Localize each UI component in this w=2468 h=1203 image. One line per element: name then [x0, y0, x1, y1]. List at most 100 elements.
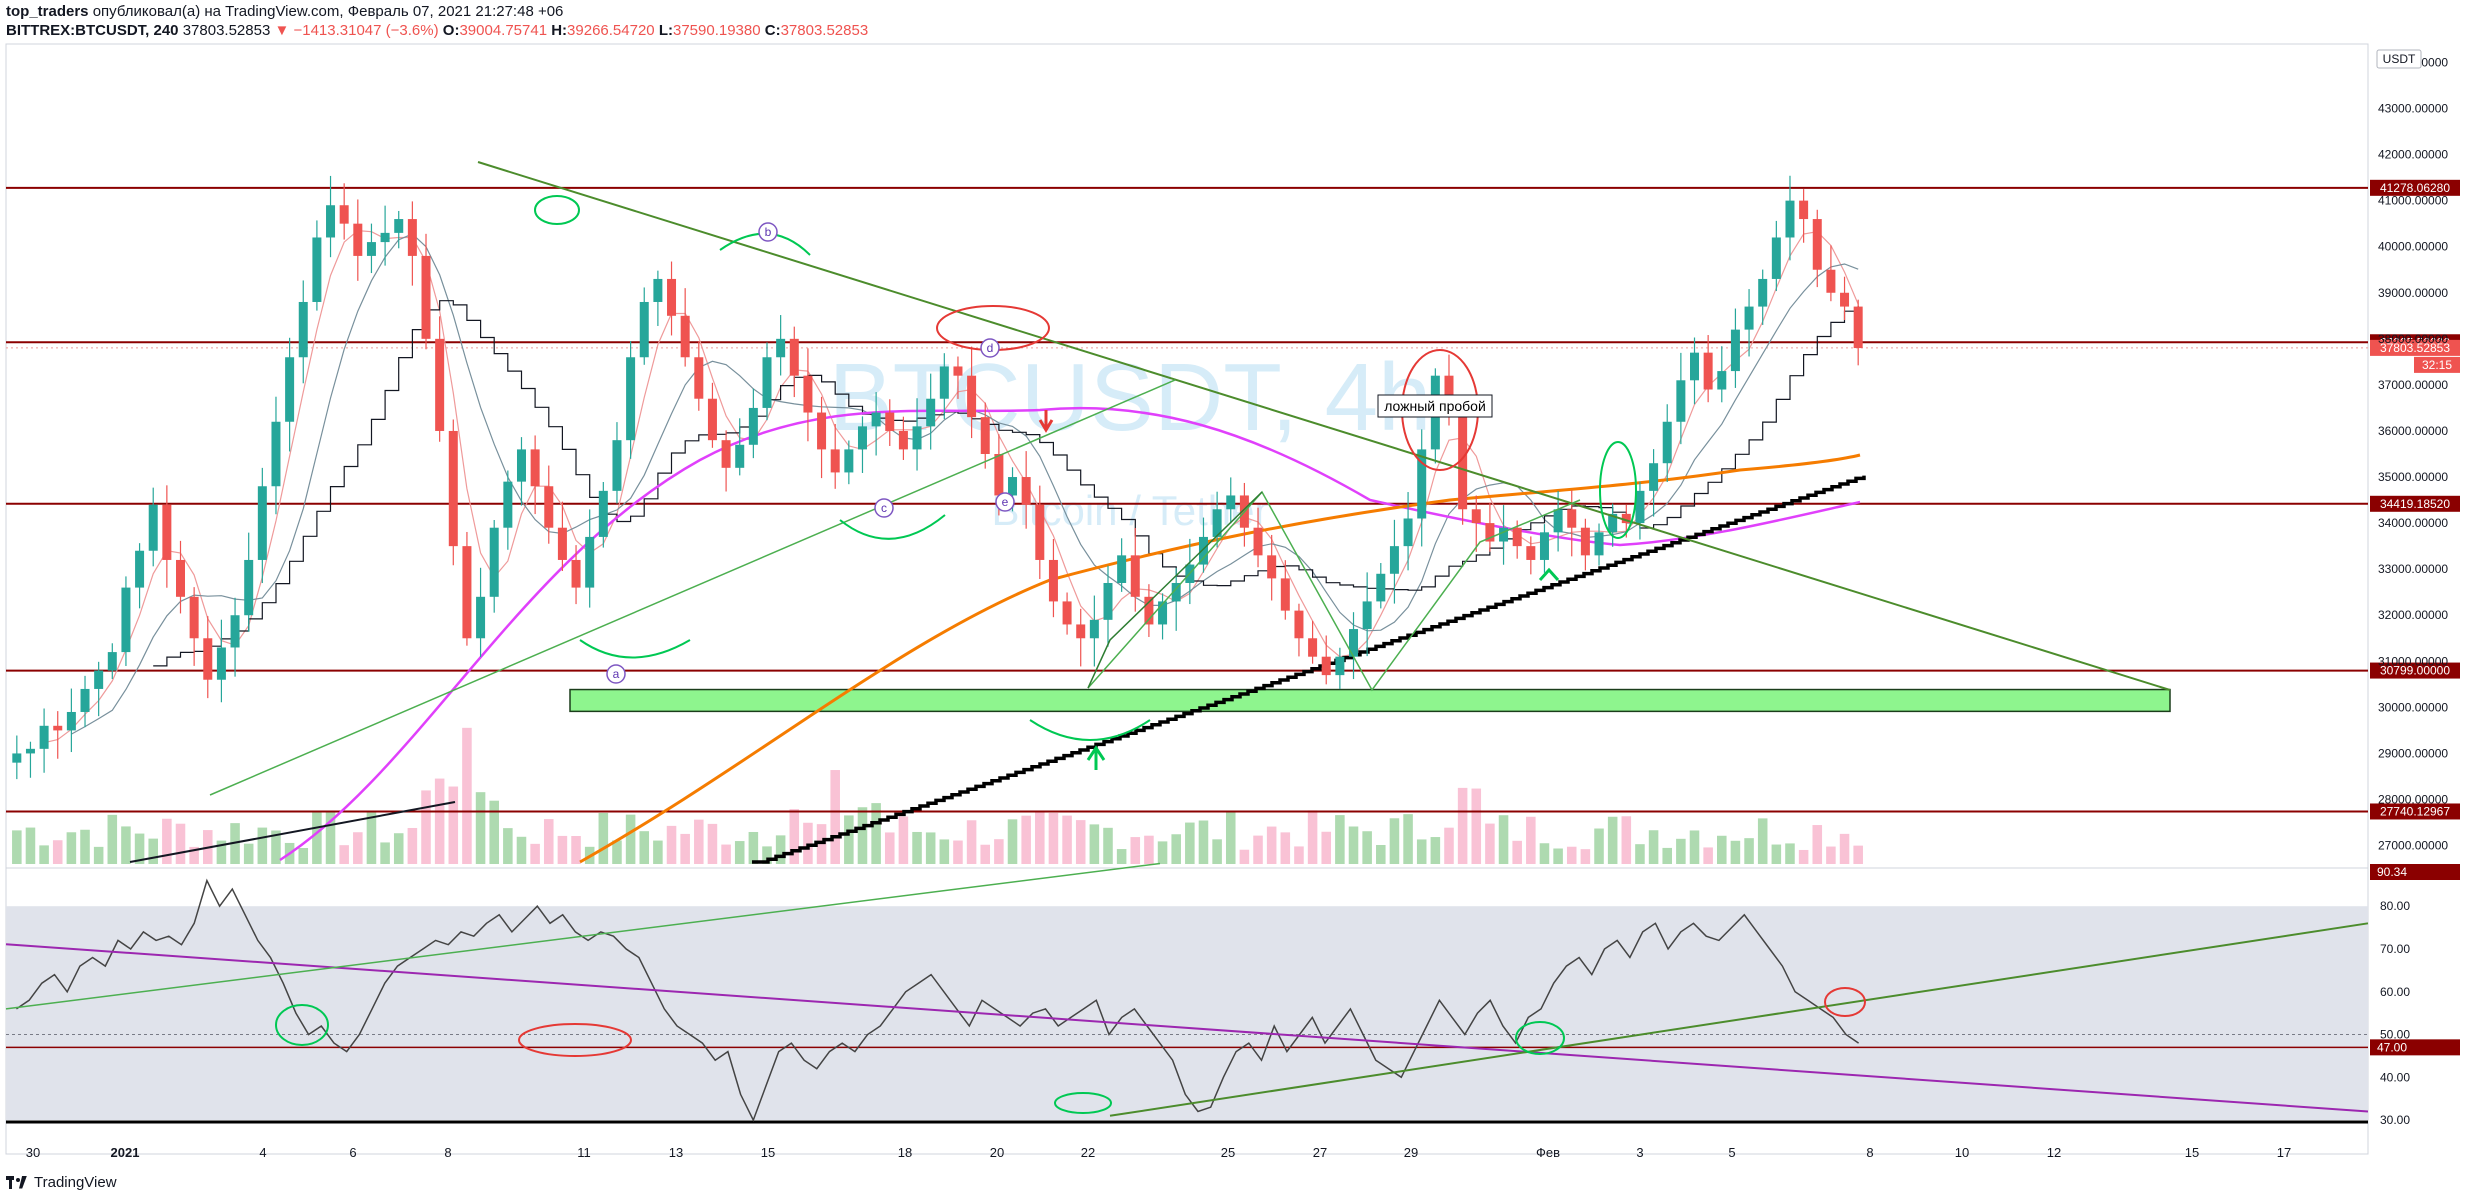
candle-body — [1553, 509, 1563, 533]
volume-bar — [271, 830, 281, 864]
price-change: ▼ −1413.31047 (−3.6%) — [274, 22, 439, 39]
candle-body — [489, 527, 499, 597]
candle-body — [1526, 546, 1536, 560]
price-chart[interactable]: BTCUSDT, 4h Bitcoin / Tether 41278.06280… — [0, 0, 2468, 1165]
candle-body — [912, 426, 922, 450]
candle-body — [285, 357, 295, 422]
candle-body — [12, 753, 22, 763]
time-tick-label: 8 — [444, 1145, 451, 1160]
rsi-band — [6, 906, 2368, 1121]
candle-body — [1226, 495, 1236, 510]
volume-bar — [1594, 828, 1604, 864]
candle-body — [162, 504, 172, 560]
volume-bar — [1526, 816, 1536, 864]
candle-body — [1812, 219, 1822, 270]
volume-bar — [162, 818, 172, 864]
time-axis: 30 2021 4 6 8 11 13 15 18 20 22 25 27 29 Фев 3 5 8 10 12 15 1… — [26, 1145, 2291, 1160]
candle-body — [271, 421, 281, 487]
volume-bar — [1294, 846, 1304, 864]
time-tick-label: 8 — [1866, 1145, 1873, 1160]
currency-badge[interactable]: USDT — [2383, 52, 2416, 66]
time-tick-label: 25 — [1221, 1145, 1235, 1160]
candle-body — [80, 688, 90, 712]
price-tick-label: 43000.00000 — [2378, 101, 2448, 115]
volume-bar — [1485, 823, 1495, 864]
black-trendline-left — [129, 801, 456, 863]
volume-bar — [1389, 818, 1400, 864]
volume-bar — [1171, 834, 1181, 864]
rsi-tick-label: 70.00 — [2380, 942, 2410, 956]
candle-body — [25, 748, 35, 754]
volume-bar — [121, 826, 131, 864]
volume-bar — [1062, 815, 1072, 864]
candle-body — [939, 366, 949, 399]
candle-body — [1212, 509, 1222, 537]
candle-body — [1730, 329, 1740, 372]
volume-bar — [830, 770, 840, 864]
publish-info: опубликовал(а) на TradingView.com, Февра… — [92, 3, 564, 20]
price-tick-label: 27000.00000 — [2378, 839, 2448, 853]
low-value: 37590.19380 — [672, 22, 761, 39]
price-tick-label: 33000.00000 — [2378, 562, 2448, 576]
volume-bar — [653, 840, 663, 864]
volume-bar — [1471, 788, 1482, 864]
volume-bar — [216, 840, 227, 864]
author-name[interactable]: top_traders — [6, 3, 89, 20]
close-label: C: — [764, 22, 781, 39]
time-tick-label: 3 — [1636, 1145, 1643, 1160]
rsi-red-circle — [518, 1023, 632, 1057]
volume-bar — [857, 807, 868, 864]
candle-body — [1048, 559, 1058, 602]
candle-body — [1799, 200, 1809, 220]
volume-bar — [25, 827, 36, 864]
volume-bar — [953, 840, 963, 864]
candle-body — [844, 449, 854, 473]
volume-bar — [1348, 826, 1359, 864]
candle-body — [1717, 371, 1727, 390]
time-tick-label: 30 — [26, 1145, 40, 1160]
candle-body — [1089, 619, 1099, 639]
price-badge-bg — [2370, 339, 2460, 356]
volume-bar — [571, 835, 581, 864]
volume-bar — [489, 800, 499, 864]
price-tick-label: 29000.00000 — [2378, 746, 2448, 760]
candle-body — [380, 232, 390, 243]
candle-body — [735, 444, 745, 468]
candle-body — [407, 219, 417, 256]
volume-bar — [1621, 816, 1632, 864]
volume-bar — [380, 842, 390, 864]
brand-name: TradingView — [34, 1174, 117, 1191]
price-badge-label: 37803.52853 — [2380, 341, 2450, 355]
candle-body — [1349, 629, 1359, 657]
candle-body — [366, 242, 376, 256]
price-badge-bg — [2370, 179, 2460, 196]
candle-body — [1758, 278, 1768, 307]
candle-body — [1417, 449, 1427, 519]
price-tick-label: 28000.00000 — [2378, 793, 2448, 807]
price-tick-label: 36000.00000 — [2378, 424, 2448, 438]
price-tick-label: 41000.00000 — [2378, 194, 2448, 208]
candle-body — [448, 430, 458, 547]
wave-label-circle — [980, 338, 1000, 358]
candle-body — [857, 426, 867, 450]
ema-orange-line — [579, 453, 1861, 864]
volume-bar — [1662, 847, 1672, 864]
candle-body — [585, 536, 595, 588]
volume-bar — [912, 831, 922, 864]
volume-bar — [93, 846, 104, 864]
rsi-ascending-line — [5, 862, 1161, 1010]
wave-label-circle — [606, 664, 626, 684]
volume-bar — [612, 840, 622, 864]
volume-bar — [325, 811, 336, 864]
time-tick-label: 22 — [1081, 1145, 1095, 1160]
footer-brand[interactable]: TradingView — [6, 1174, 117, 1191]
wave-label-circle — [995, 492, 1015, 512]
candle-body — [1076, 624, 1086, 639]
candles — [12, 175, 1863, 780]
candle-body — [1021, 477, 1031, 505]
rsi-tick-label: 30.00 — [2380, 1113, 2410, 1127]
candle-body — [639, 301, 649, 358]
volume-bar — [1539, 843, 1550, 864]
candle-body — [1144, 596, 1154, 625]
volume-bar — [1730, 840, 1741, 864]
